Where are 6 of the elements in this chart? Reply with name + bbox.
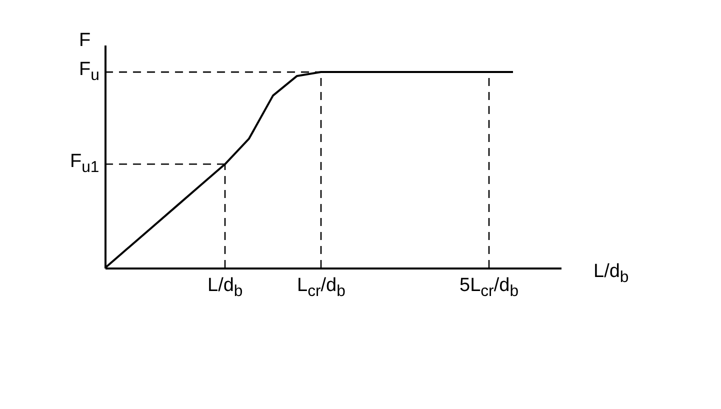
x-tick-label: L$_{cr}$/d$_{b}$ bbox=[297, 275, 346, 300]
y-axis-title: F bbox=[79, 30, 91, 52]
ref-line-label: F$_{u}$ bbox=[79, 59, 100, 84]
x-tick-label: L/d$_{b}$ bbox=[208, 275, 243, 300]
ref-line-label: F$_{u1}$ bbox=[70, 151, 100, 176]
x-tick-label: 5L$_{cr}$/d$_{b}$ bbox=[460, 275, 518, 300]
